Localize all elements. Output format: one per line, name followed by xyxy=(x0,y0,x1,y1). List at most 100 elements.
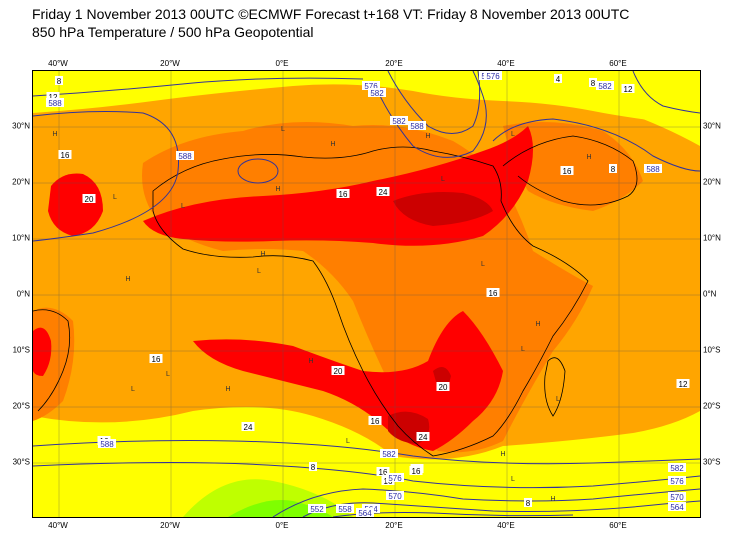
lat-tick-left: 30°N xyxy=(12,121,30,131)
lon-tick-bottom: 20°W xyxy=(160,521,180,530)
lon-tick-top: 40°E xyxy=(497,59,515,68)
pressure-marker: H xyxy=(308,358,313,365)
geopotential-label: 582 xyxy=(380,449,398,459)
geopotential-label: 570 xyxy=(668,492,686,502)
geopotential-label-box xyxy=(368,88,386,97)
geopotential-label: 576 xyxy=(668,476,686,486)
geopotential-label-text: 582 xyxy=(382,450,396,459)
temperature-label: 16 xyxy=(409,466,423,476)
lon-tick-top: 20°E xyxy=(385,59,403,68)
chart-title: Friday 1 November 2013 00UTC ©ECMWF Fore… xyxy=(32,6,630,22)
lon-tick-top: 0°E xyxy=(275,59,289,68)
temperature-label: 12 xyxy=(621,84,635,94)
geopotential-label: 564 xyxy=(356,508,374,517)
pressure-marker: H xyxy=(535,321,540,328)
temperature-label-box xyxy=(55,76,63,85)
geopotential-label-box xyxy=(484,71,502,80)
pressure-marker: H xyxy=(550,496,555,503)
temperature-label-text: 4 xyxy=(556,75,561,84)
cool-zone-south xyxy=(33,407,700,517)
temperature-label-text: 24 xyxy=(244,423,253,432)
temperature-label-text: 16 xyxy=(371,417,380,426)
pressure-marker: H xyxy=(330,141,335,148)
pressure-marker: L xyxy=(521,346,525,353)
temperature-label-box xyxy=(524,498,532,507)
pressure-marker: L xyxy=(281,126,285,133)
geopotential-label-box xyxy=(668,502,686,511)
temperature-label: 16 xyxy=(336,189,350,199)
geopotential-label-box xyxy=(380,449,398,458)
lat-tick-right: 0°N xyxy=(703,289,717,299)
geopotential-label-box xyxy=(176,151,194,160)
temperature-label-text: 16 xyxy=(339,190,348,199)
geopotential-label-text: 558 xyxy=(338,505,352,514)
temperature-label-box xyxy=(621,84,635,93)
pressure-marker: L xyxy=(113,194,117,201)
temperature-label: 16 xyxy=(376,467,390,477)
geopotential-label-text: 588 xyxy=(646,165,660,174)
lon-tick-top: 40°W xyxy=(48,59,68,68)
lon-tick-top: 20°W xyxy=(160,59,180,68)
geopotential-label: 588 xyxy=(644,164,662,174)
map-canvas: 1620162420161616162024162416128481281281… xyxy=(33,71,700,517)
pressure-marker: L xyxy=(481,261,485,268)
lat-tick-right: 10°N xyxy=(703,233,721,243)
geopotential-label-box xyxy=(408,121,426,130)
temperature-label-box xyxy=(331,366,345,375)
geopotential-label-box xyxy=(98,439,116,448)
pressure-marker: H xyxy=(260,251,265,258)
temperature-label: 24 xyxy=(376,187,390,197)
lat-tick-left: 10°N xyxy=(12,233,30,243)
geopotential-label-box xyxy=(336,504,354,513)
temperature-label-text: 8 xyxy=(311,463,316,472)
geopotential-label-box xyxy=(386,473,404,482)
temperature-label-text: 16 xyxy=(489,289,498,298)
temperature-label-box xyxy=(368,416,382,425)
hot-zone-southern-africa xyxy=(193,311,503,451)
geopotential-label-box xyxy=(596,81,614,90)
temperature-label-text: 8 xyxy=(526,499,531,508)
temperature-label: 16 xyxy=(58,150,72,160)
geopotential-label: 582 xyxy=(368,88,386,98)
temperature-label: 20 xyxy=(82,194,96,204)
temperature-label-text: 12 xyxy=(624,85,633,94)
pressure-marker: H xyxy=(125,276,130,283)
lat-tick-right: 30°N xyxy=(703,121,721,131)
temperature-label-text: 8 xyxy=(57,77,62,86)
temperature-label: 12 xyxy=(676,379,690,389)
pressure-marker: L xyxy=(511,476,515,483)
lat-tick-left: 20°N xyxy=(12,177,30,187)
pressure-marker: L xyxy=(441,176,445,183)
geopotential-label-text: 582 xyxy=(598,82,612,91)
geopotential-label: 576 xyxy=(484,71,502,81)
temperature-label-box xyxy=(58,150,72,159)
temperature-label-text: 16 xyxy=(412,467,421,476)
temperature-label: 20 xyxy=(331,366,345,376)
temperature-label-box xyxy=(554,74,562,83)
temperature-label-box xyxy=(82,194,96,203)
geopotential-label: 582 xyxy=(596,81,614,91)
geopotential-label: 582 xyxy=(668,463,686,473)
pressure-marker: L xyxy=(556,396,560,403)
temperature-label-text: 8 xyxy=(591,79,596,88)
lat-tick-right: 20°S xyxy=(703,401,721,411)
lat-tick-left: 10°S xyxy=(12,345,30,355)
temperature-label-box xyxy=(436,382,450,391)
pressure-marker: L xyxy=(166,371,170,378)
geopotential-label: 588 xyxy=(408,121,426,131)
temperature-label-text: 24 xyxy=(379,188,388,197)
temperature-label-box xyxy=(46,92,60,101)
chart-subtitle: 850 hPa Temperature / 500 hPa Geopotenti… xyxy=(32,24,314,40)
geopotential-label-box xyxy=(668,463,686,472)
geopotential-label-text: 582 xyxy=(370,89,384,98)
geopotential-label-text: 588 xyxy=(410,122,424,131)
temperature-label: 16 xyxy=(368,416,382,426)
pressure-marker: H xyxy=(586,154,591,161)
temperature-label-box xyxy=(309,462,317,471)
temperature-label-box xyxy=(376,467,390,476)
temperature-label: 16 xyxy=(486,288,500,298)
lat-tick-right: 30°S xyxy=(703,457,721,467)
geopotential-label: 570 xyxy=(386,491,404,501)
geopotential-label-box xyxy=(46,98,64,107)
lat-tick-left: 0°N xyxy=(16,289,30,299)
